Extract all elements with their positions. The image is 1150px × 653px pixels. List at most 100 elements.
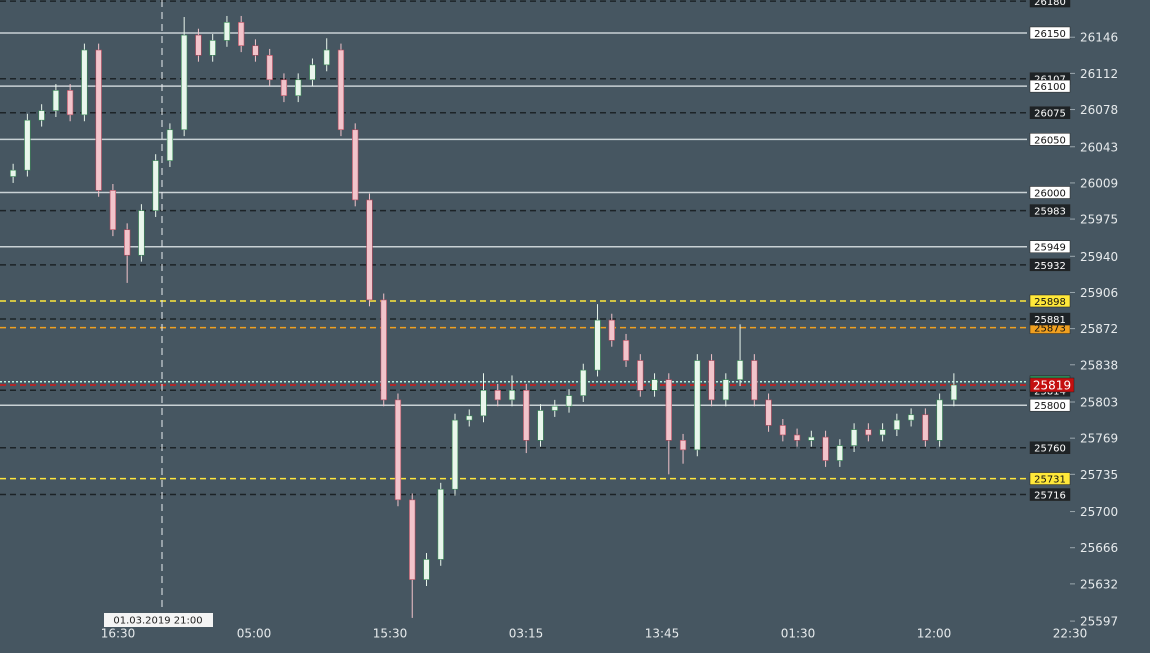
level-label-box <box>1029 441 1071 454</box>
level-label-box <box>1029 186 1071 199</box>
level-label-box <box>1029 133 1071 146</box>
candle-body <box>181 34 188 131</box>
candle-body <box>893 419 901 430</box>
y-tick-label: 26078 <box>1080 103 1118 117</box>
candle-body <box>38 110 45 121</box>
level-label: 25949 <box>1034 243 1066 254</box>
y-tick-label: 25975 <box>1080 213 1118 227</box>
candle-body <box>323 49 330 66</box>
level-label-box <box>1029 258 1071 272</box>
candle-body <box>679 439 687 451</box>
level-label-box <box>1029 240 1071 253</box>
candle-body <box>565 395 573 407</box>
y-tick-label: 26146 <box>1080 31 1118 45</box>
candle-body <box>879 429 886 436</box>
level-label: 26100 <box>1034 82 1066 93</box>
candle-body <box>537 410 544 441</box>
candle-body <box>836 445 843 461</box>
candle-body <box>765 399 772 426</box>
candle-body <box>109 190 117 231</box>
candle-body <box>138 210 145 256</box>
candle-body <box>466 415 473 421</box>
level-label-box <box>1029 472 1071 485</box>
level-label: 25819 <box>1033 378 1071 392</box>
candle-body <box>722 379 729 401</box>
candle-body <box>850 429 858 446</box>
level-label: 26075 <box>1034 109 1066 120</box>
level-label: 25800 <box>1034 401 1066 412</box>
level-label: 25881 <box>1034 315 1066 326</box>
x-tick-label: 05:00 <box>237 627 272 641</box>
candle-body <box>936 399 943 441</box>
candle-body <box>394 399 402 501</box>
level-label: 26050 <box>1034 135 1066 146</box>
level-label: 26000 <box>1034 188 1066 199</box>
price-axis: 26146 26112 26078 26043 26009 25975 25940 25906… <box>1070 31 1118 629</box>
candle-body <box>950 384 958 401</box>
candle-body <box>337 49 345 131</box>
level-label: 25873 <box>1034 324 1066 335</box>
level-label-box <box>1029 294 1071 308</box>
candle-body <box>451 419 459 490</box>
candles <box>9 15 958 618</box>
candle-body <box>751 360 758 401</box>
x-tick-label: 22:30 <box>1053 627 1088 641</box>
y-tick-label: 25632 <box>1080 577 1118 591</box>
candle-body <box>508 390 516 401</box>
candle-body <box>694 360 701 451</box>
y-tick-label: 25838 <box>1080 358 1118 372</box>
candle-body <box>409 499 416 580</box>
candle-body <box>494 390 501 401</box>
candle-body <box>195 34 202 56</box>
candle-body <box>907 414 915 421</box>
candle-body <box>523 390 530 441</box>
y-tick-label: 26043 <box>1080 140 1118 154</box>
level-label: 25760 <box>1034 444 1066 455</box>
level-label: 25932 <box>1034 261 1066 272</box>
candle-body <box>366 199 373 301</box>
level-label-box <box>1029 312 1071 326</box>
candle-body <box>209 40 216 56</box>
y-tick-label: 25906 <box>1080 286 1118 300</box>
candle-body <box>380 299 387 401</box>
candle-body <box>423 559 430 580</box>
x-tick-label: 13:45 <box>645 627 680 641</box>
candle-body <box>779 425 786 436</box>
x-tick-label: 03:15 <box>509 627 544 641</box>
candle-body <box>152 160 159 211</box>
candle-body <box>594 319 601 371</box>
crosshair-label: 01.03.2019 21:00 <box>113 616 202 627</box>
candle-body <box>651 379 658 391</box>
candle-body <box>223 22 231 41</box>
x-tick-label: 16:30 <box>101 627 136 641</box>
candle-body <box>665 379 672 441</box>
candle-body <box>66 90 74 116</box>
candle-body <box>793 434 801 441</box>
level-label-box <box>1029 204 1071 217</box>
y-tick-label: 25597 <box>1080 615 1118 629</box>
x-tick-label: 15:30 <box>373 627 408 641</box>
y-tick-label: 26112 <box>1080 67 1118 81</box>
y-tick-label: 25872 <box>1080 322 1118 336</box>
candle-body <box>622 340 630 361</box>
level-label: 25983 <box>1034 207 1066 218</box>
candle-body <box>352 129 359 201</box>
crosshair-label-box <box>104 613 213 627</box>
level-label: 25716 <box>1034 491 1066 502</box>
candle-body <box>252 45 259 56</box>
level-label: 25731 <box>1034 475 1066 486</box>
time-axis: 16:30 05:00 15:30 03:15 13:45 01:30 12:00 22:30 <box>101 627 1088 641</box>
candle-body <box>81 49 88 116</box>
candle-body <box>808 436 815 441</box>
candle-body <box>922 414 929 441</box>
level-label: 26150 <box>1034 29 1066 40</box>
candle-body <box>166 129 174 161</box>
y-tick-label: 25700 <box>1080 505 1118 519</box>
x-tick-label: 12:00 <box>917 627 952 641</box>
candle-body <box>608 319 615 341</box>
candle-body <box>295 79 302 97</box>
candle-body <box>238 22 245 47</box>
